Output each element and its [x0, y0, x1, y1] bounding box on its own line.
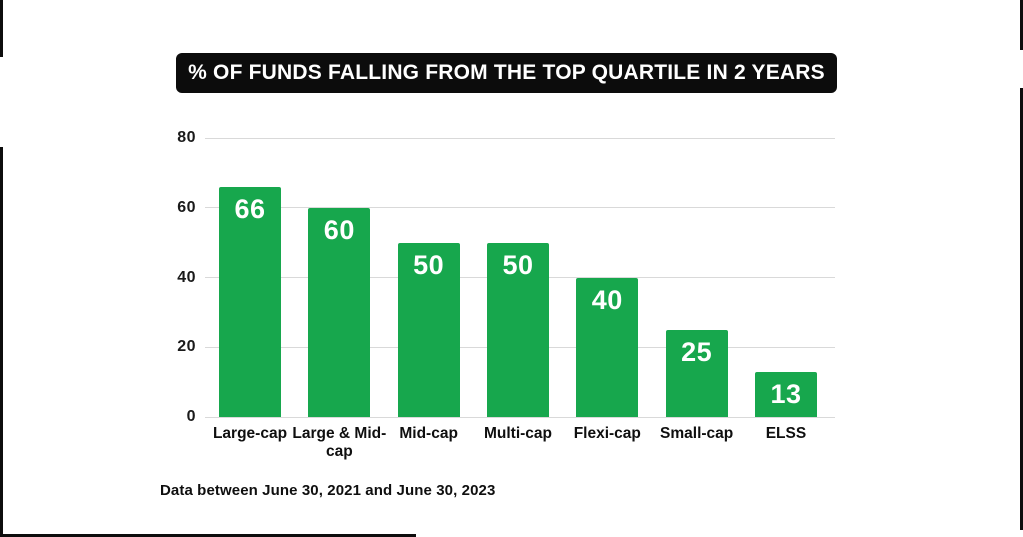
bar-large-mid-cap: 60 [308, 207, 371, 417]
bar-value-label: 50 [413, 249, 445, 280]
y-axis-tick-label: 20 [177, 338, 196, 356]
bar-value-label: 25 [681, 336, 713, 367]
bar-value-label: 50 [502, 249, 534, 280]
bar-large-cap: 66 [219, 186, 281, 417]
x-axis-category-label: Flexi-cap [573, 425, 641, 442]
bar-value-label: 40 [591, 284, 623, 315]
x-axis-category-label: Large-cap [212, 425, 288, 442]
gridline-y-60 [205, 207, 835, 209]
bar-elss: 13 [754, 371, 817, 417]
screen-edge-artifact-right-top [1020, 0, 1023, 50]
chart-title-banner: % OF FUNDS FALLING FROM THE TOP QUARTILE… [176, 53, 837, 93]
bar-small-cap: 25 [665, 329, 728, 417]
bar-mid-cap: 50 [397, 242, 460, 417]
x-axis-category-label: Multi-cap [483, 425, 552, 442]
x-axis-category-label: Small-cap [660, 425, 734, 442]
bar-value-label: 66 [234, 193, 266, 224]
chart-title: % OF FUNDS FALLING FROM THE TOP QUARTILE… [188, 61, 825, 84]
y-axis-tick-label: 0 [186, 408, 196, 425]
y-axis-tick-label: 40 [177, 268, 196, 286]
x-axis-category-label: Large & Mid-cap [292, 425, 387, 460]
y-axis-tick-label: 60 [177, 198, 196, 216]
y-axis-tick-label: 80 [177, 129, 196, 146]
bar-value-label: 60 [323, 214, 355, 245]
screen-edge-artifact-left-bottom [0, 147, 3, 537]
bar-multi-cap: 50 [486, 242, 549, 417]
bar-flexi-cap: 40 [576, 277, 639, 417]
x-axis-category-label: ELSS [765, 425, 807, 442]
screen-edge-artifact-left-top [0, 0, 3, 57]
gridline-y-0 [205, 416, 835, 418]
screen-edge-artifact-bottom [0, 534, 416, 537]
bar-value-label: 13 [770, 378, 802, 409]
gridline-y-80 [205, 137, 835, 139]
x-axis-category-label: Mid-cap [399, 425, 458, 442]
screen-edge-artifact-right-bottom [1020, 88, 1023, 530]
chart-footnote: Data between June 30, 2021 and June 30, … [160, 482, 496, 499]
